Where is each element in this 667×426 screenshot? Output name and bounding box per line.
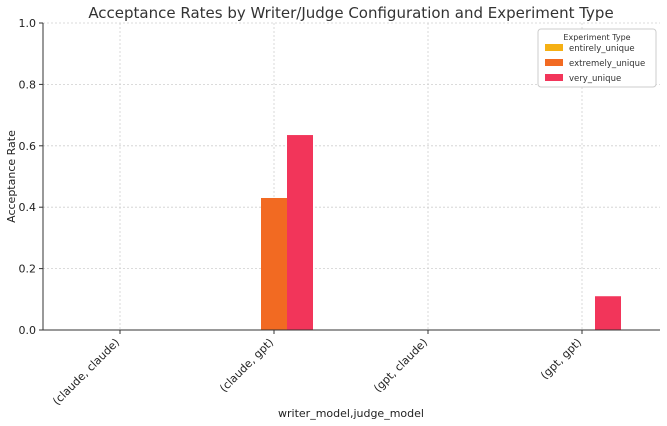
chart-title: Acceptance Rates by Writer/Judge Configu… xyxy=(88,4,613,22)
legend: Experiment Type entirely_unique extremely… xyxy=(537,28,657,88)
x-tick-label: (gpt, claude) xyxy=(371,336,430,395)
legend-entry: very_unique xyxy=(569,74,621,84)
y-tick-label: 0.2 xyxy=(19,263,37,276)
legend-entry: entirely_unique xyxy=(569,44,635,54)
y-axis-label: Acceptance Rate xyxy=(5,130,18,223)
y-tick-label: 1.0 xyxy=(19,17,37,30)
legend-items: entirely_unique extremely_unique very_uniq… xyxy=(545,44,645,84)
bars xyxy=(261,135,621,330)
legend-swatch xyxy=(545,74,563,81)
x-tick-label: (claude, claude) xyxy=(50,336,122,408)
x-ticks: (claude, claude) (claude, gpt) (gpt, claud… xyxy=(50,330,584,408)
y-tick-label: 0.4 xyxy=(19,201,37,214)
y-tick-label: 0.8 xyxy=(19,78,37,91)
y-tick-label: 0.0 xyxy=(19,324,37,337)
x-tick-label: (gpt, gpt) xyxy=(538,336,584,382)
y-tick-label: 0.6 xyxy=(19,140,37,153)
legend-title: Experiment Type xyxy=(563,33,630,42)
y-ticks: 0.0 0.2 0.4 0.6 0.8 1.0 xyxy=(19,17,43,337)
bar-very-unique xyxy=(287,135,313,330)
legend-swatch xyxy=(545,59,563,66)
bar-very-unique xyxy=(595,296,621,330)
legend-box xyxy=(537,28,657,88)
legend-entry: extremely_unique xyxy=(569,59,645,69)
grid xyxy=(43,22,660,330)
legend-swatch xyxy=(545,44,563,51)
x-axis-label: writer_model,judge_model xyxy=(278,407,424,420)
bar-extremely-unique xyxy=(261,197,287,330)
x-tick-label: (claude, gpt) xyxy=(217,336,276,395)
